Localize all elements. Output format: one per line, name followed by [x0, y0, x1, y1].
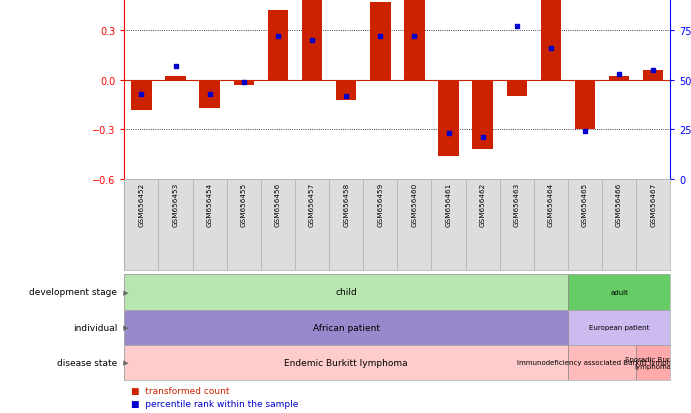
Bar [234, 81, 254, 85]
Bar [540, 0, 561, 81]
Text: GSM656461: GSM656461 [446, 183, 451, 226]
Text: Immunodeficiency associated Burkitt lymphoma: Immunodeficiency associated Burkitt lymp… [518, 359, 687, 366]
Bar [131, 81, 152, 110]
Text: GSM656452: GSM656452 [138, 183, 144, 226]
Text: African patient: African patient [312, 323, 379, 332]
Text: adult: adult [610, 289, 628, 295]
Bar [370, 3, 390, 81]
Text: GSM656457: GSM656457 [309, 183, 315, 226]
Bar [124, 345, 568, 380]
Bar [568, 275, 670, 310]
Bar [507, 81, 527, 97]
Bar [200, 81, 220, 109]
Text: disease state: disease state [57, 358, 117, 367]
Bar [568, 345, 636, 380]
Text: GSM656453: GSM656453 [173, 183, 178, 226]
Text: individual: individual [73, 323, 117, 332]
Bar [336, 81, 357, 100]
Text: ■  transformed count: ■ transformed count [131, 386, 230, 394]
Text: ▶: ▶ [121, 289, 129, 295]
Bar [267, 11, 288, 81]
Text: ■  percentile rank within the sample: ■ percentile rank within the sample [131, 399, 299, 408]
Text: development stage: development stage [30, 288, 117, 297]
Bar [643, 71, 663, 81]
Bar [302, 0, 322, 81]
Bar [473, 81, 493, 150]
Bar [404, 0, 424, 81]
Text: GSM656462: GSM656462 [480, 183, 486, 226]
Text: child: child [335, 288, 357, 297]
Bar [124, 310, 568, 345]
Text: GSM656466: GSM656466 [616, 183, 622, 226]
Text: ▶: ▶ [121, 359, 129, 366]
Bar [165, 77, 186, 81]
Bar [636, 345, 670, 380]
Bar [124, 275, 568, 310]
Text: Endemic Burkitt lymphoma: Endemic Burkitt lymphoma [284, 358, 408, 367]
Text: GSM656455: GSM656455 [240, 183, 247, 226]
Text: Sporadic Burkitt lymphoma: Sporadic Burkitt lymphoma [625, 356, 681, 369]
Bar [568, 310, 670, 345]
Text: ▶: ▶ [121, 324, 129, 330]
Text: GSM656465: GSM656465 [582, 183, 588, 226]
Text: GSM656463: GSM656463 [513, 183, 520, 226]
Text: GSM656456: GSM656456 [275, 183, 281, 226]
Bar [575, 81, 595, 130]
Bar [438, 81, 459, 157]
Text: GSM656454: GSM656454 [207, 183, 213, 226]
Text: GSM656460: GSM656460 [411, 183, 417, 226]
Bar [609, 77, 630, 81]
Text: GSM656459: GSM656459 [377, 183, 384, 226]
Text: European patient: European patient [589, 324, 650, 330]
Text: GSM656464: GSM656464 [548, 183, 554, 226]
Text: GSM656467: GSM656467 [650, 183, 656, 226]
Text: GSM656458: GSM656458 [343, 183, 349, 226]
